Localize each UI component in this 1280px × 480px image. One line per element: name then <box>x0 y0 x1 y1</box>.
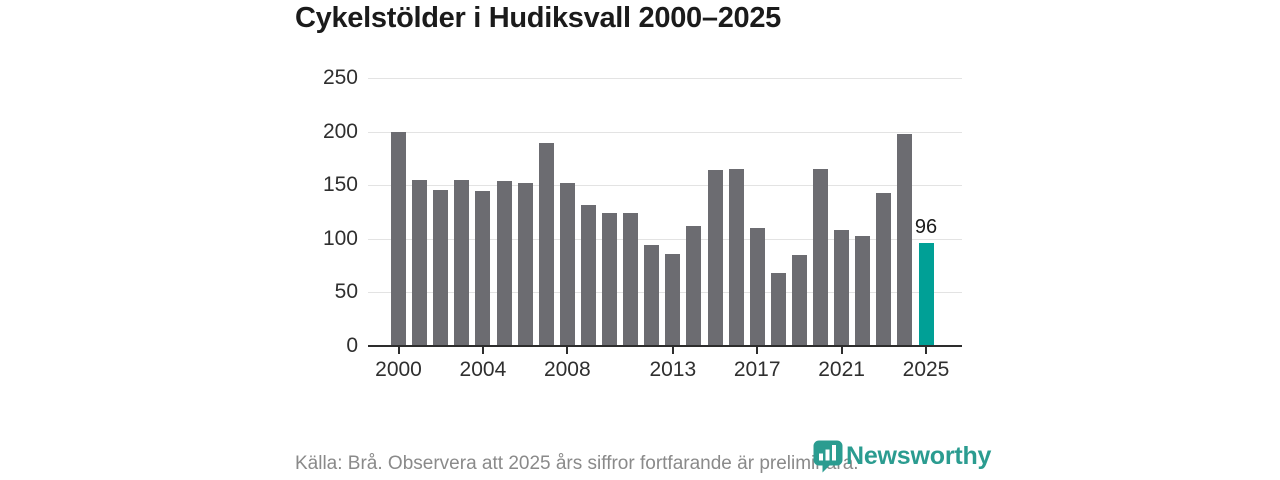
bar-2001 <box>412 179 428 346</box>
x-axis-tick-2021 <box>840 347 843 354</box>
highlight-value-label: 96 <box>914 216 938 239</box>
x-axis-line <box>368 345 962 347</box>
x-axis-tick-2017 <box>756 347 759 354</box>
bar-2025-highlighted <box>918 243 934 346</box>
x-axis-tick-label-2000: 2000 <box>375 358 422 381</box>
source-note: Källa: Brå. Observera att 2025 års siffr… <box>295 453 859 474</box>
newsworthy-barchart-bubble-icon <box>813 440 843 473</box>
bar-2007 <box>538 143 554 346</box>
bar-2006 <box>517 183 533 346</box>
bar-2005 <box>496 180 512 346</box>
x-axis-tick-label-2021: 2021 <box>818 358 865 381</box>
bar-2004 <box>475 190 491 346</box>
bar-2014 <box>686 225 702 346</box>
bar-2010 <box>602 213 617 346</box>
x-axis-tick-2013 <box>671 347 674 354</box>
bar-2018 <box>770 273 786 346</box>
x-axis-tick-2008 <box>566 347 569 354</box>
x-axis-tick-label-2017: 2017 <box>733 358 781 381</box>
bar-2012 <box>644 245 660 346</box>
y-axis-tick-label-150: 150 <box>322 173 358 197</box>
bar-2000 <box>391 131 406 346</box>
bar-2009 <box>580 204 596 346</box>
x-axis-tick-2025 <box>925 347 927 354</box>
gridline-y-250 <box>368 78 962 79</box>
newsworthy-wordmark: Newsworthy <box>846 442 992 470</box>
bar-2024 <box>897 133 913 346</box>
bar-2008 <box>559 183 575 346</box>
gridline-y-150 <box>368 185 962 187</box>
gridline-y-50 <box>368 292 962 294</box>
x-axis-tick-label-2025: 2025 <box>902 358 950 381</box>
bar-2023 <box>876 192 892 346</box>
bar-2003 <box>454 179 470 346</box>
bar-2021 <box>834 230 850 346</box>
bar-2015 <box>707 170 723 346</box>
bar-2013 <box>665 253 681 346</box>
y-axis-tick-label-250: 250 <box>322 66 358 89</box>
y-axis-tick-label-100: 100 <box>322 226 358 250</box>
bar-2019 <box>791 254 807 346</box>
bar-2017 <box>749 228 765 346</box>
bar-2002 <box>433 189 449 346</box>
x-axis-tick-label-2008: 2008 <box>543 358 591 381</box>
y-axis-tick-label-200: 200 <box>322 119 358 143</box>
gridline-y-200 <box>368 131 962 133</box>
bar-2020 <box>813 169 828 346</box>
bar-2022 <box>855 235 871 346</box>
chart-title: Cykelstölder i Hudiksvall 2000–2025 <box>295 2 782 34</box>
gridline-y-100 <box>368 238 962 240</box>
x-axis-tick-2004 <box>481 347 484 354</box>
x-axis-tick-2000 <box>397 347 400 354</box>
bar-2011 <box>623 213 639 346</box>
x-axis-tick-label-2013: 2013 <box>649 358 697 381</box>
y-axis-tick-label-50: 50 <box>334 280 358 304</box>
bar-2016 <box>728 169 744 346</box>
x-axis-tick-label-2004: 2004 <box>459 358 507 381</box>
bar-chart-plot-area: 0 50 100 150 200 250 2000 2004 2008 2013 2017 2021 2… <box>323 66 962 381</box>
y-axis-tick-label-0: 0 <box>346 334 358 357</box>
newsworthy-logo[interactable]: Newsworthy <box>813 440 991 473</box>
